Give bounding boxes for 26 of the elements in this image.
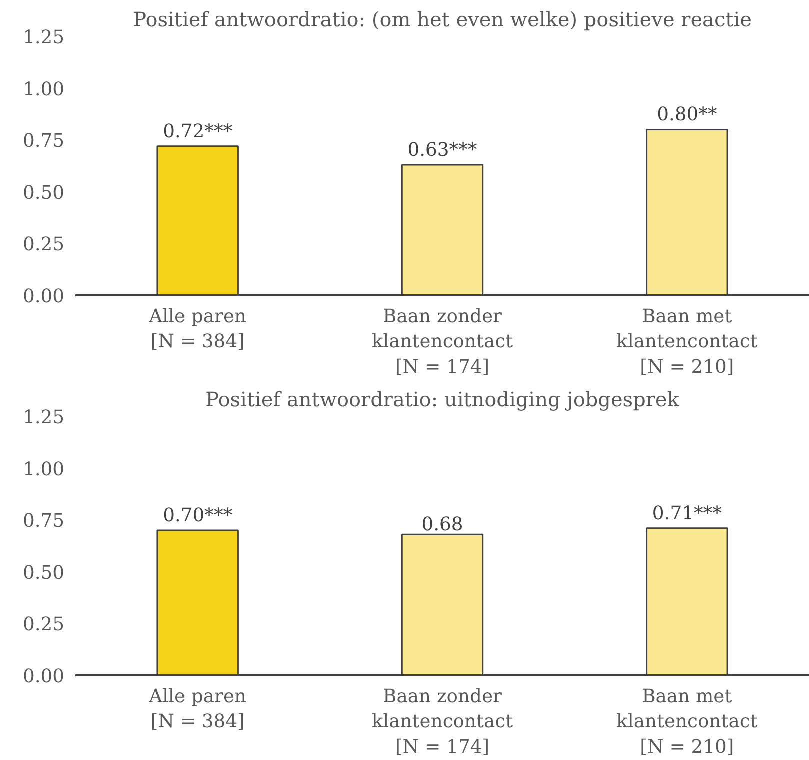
data-label: 0.71*** <box>652 503 723 524</box>
y-tick-label: 1.25 <box>22 28 65 48</box>
chart-title: Positief antwoordratio: (om het even welke) positieve reactie <box>133 8 752 32</box>
y-tick-label: 0.50 <box>22 182 65 204</box>
x-tick-label: Alle paren [N = 384] <box>148 306 247 353</box>
y-tick-label: 0.75 <box>22 131 65 152</box>
data-label: 0.72*** <box>163 121 234 142</box>
x-tick-label: Baan met klantencontact [N = 210] <box>616 686 758 758</box>
data-label: 0.80** <box>657 104 718 126</box>
y-tick-label: 1.25 <box>22 408 65 428</box>
chart-title: Positief antwoordratio: uitnodiging jobgesprek <box>206 388 680 412</box>
x-tick-label: Baan zonder klantencontact [N = 174] <box>372 686 514 758</box>
y-tick-label: 0.00 <box>22 666 65 688</box>
data-label: 0.70*** <box>163 505 234 526</box>
y-tick-label: 1.00 <box>22 79 65 100</box>
y-tick-label: 0.00 <box>22 286 65 308</box>
y-tick-label: 0.75 <box>22 511 65 532</box>
x-tick-label: Baan zonder klantencontact [N = 174] <box>372 306 514 378</box>
y-tick-label: 0.25 <box>22 234 65 256</box>
x-tick-label: Alle paren [N = 384] <box>148 686 247 733</box>
y-tick-label: 0.50 <box>22 562 65 584</box>
data-label: 0.68 <box>422 514 464 536</box>
y-tick-label: 0.25 <box>22 614 65 636</box>
y-tick-label: 1.00 <box>22 459 65 480</box>
x-tick-label: Baan met klantencontact [N = 210] <box>616 306 758 378</box>
data-label: 0.63*** <box>408 140 478 161</box>
